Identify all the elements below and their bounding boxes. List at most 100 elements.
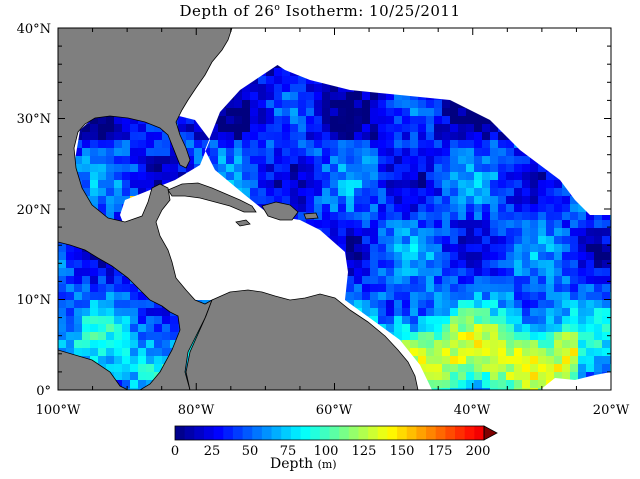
heat-cell [122,140,130,148]
heat-cell [442,132,450,140]
heat-cell [578,220,586,228]
heat-cell [394,316,402,324]
heat-cell [586,268,594,276]
heat-cell [474,228,482,236]
heat-cell [314,172,322,180]
heat-cell [458,180,466,188]
heat-cell [98,308,106,316]
heat-cell [378,276,386,284]
heat-cell [554,268,562,276]
heat-cell [394,132,402,140]
heat-cell [426,276,434,284]
heat-cell [242,148,250,156]
heat-cell [378,172,386,180]
heat-cell [354,212,362,220]
heat-cell [466,348,474,356]
heat-cell [266,156,274,164]
heat-cell [274,156,282,164]
heat-cell [586,260,594,268]
heat-cell [114,356,122,364]
heat-cell [146,140,154,148]
heat-cell [386,140,394,148]
heat-cell [394,244,402,252]
heat-cell [530,364,538,372]
heat-cell [474,276,482,284]
heat-cell [570,332,578,340]
heat-cell [458,348,466,356]
heat-cell [338,116,346,124]
heat-cell [506,372,514,380]
heat-cell [506,356,514,364]
heat-cell [146,316,154,324]
heat-cell [282,76,290,84]
heat-cell [578,332,586,340]
heat-cell [314,196,322,204]
colorbar-tick-labels: 0 25 50 75 100 125 150 175 200 [171,444,491,459]
heat-cell [306,148,314,156]
heat-cell [410,148,418,156]
heat-cell [594,300,602,308]
heat-cell [402,196,410,204]
heat-cell [474,284,482,292]
heat-cell [106,356,114,364]
heat-cell [450,268,458,276]
heat-cell [578,292,586,300]
heat-cell [106,124,114,132]
heat-cell [90,164,98,172]
heat-cell [346,292,354,300]
heat-cell [474,132,482,140]
heat-cell [498,276,506,284]
heat-cell [354,164,362,172]
heat-cell [346,124,354,132]
heat-cell [354,268,362,276]
heat-cell [554,364,562,372]
heat-cell [586,372,594,380]
heat-cell [66,284,74,292]
heat-cell [538,236,546,244]
heat-cell [154,348,162,356]
heat-cell [506,172,514,180]
heat-cell [458,372,466,380]
heat-cell [546,260,554,268]
heat-cell [538,316,546,324]
heat-cell [482,380,490,388]
heat-cell [498,340,506,348]
heat-cell [570,308,578,316]
heat-cell [498,332,506,340]
heat-cell [106,316,114,324]
heat-cell [386,268,394,276]
heat-cell [586,292,594,300]
heat-cell [434,348,442,356]
heat-cell [506,364,514,372]
heat-cell [538,348,546,356]
heat-cell [522,340,530,348]
heat-cell [490,132,498,140]
heat-cell [346,228,354,236]
heat-cell [354,300,362,308]
heat-cell [282,156,290,164]
heat-cell [98,268,106,276]
heat-cell [258,204,266,212]
heat-cell [346,108,354,116]
heat-cell [194,140,202,148]
heat-cell [474,180,482,188]
heat-cell [98,164,106,172]
heat-cell [410,300,418,308]
heat-cell [410,204,418,212]
heat-cell [498,348,506,356]
heat-cell [146,324,154,332]
heat-cell [482,156,490,164]
heat-cell [458,316,466,324]
heat-cell [498,300,506,308]
heat-cell [378,100,386,108]
heat-cell [602,316,610,324]
heat-cell [122,316,130,324]
heat-cell [402,116,410,124]
heat-cell [442,308,450,316]
heat-cell [170,172,178,180]
heat-cell [522,292,530,300]
heat-cell [90,284,98,292]
heat-cell [522,300,530,308]
heat-cell [234,164,242,172]
heat-cell [130,292,138,300]
